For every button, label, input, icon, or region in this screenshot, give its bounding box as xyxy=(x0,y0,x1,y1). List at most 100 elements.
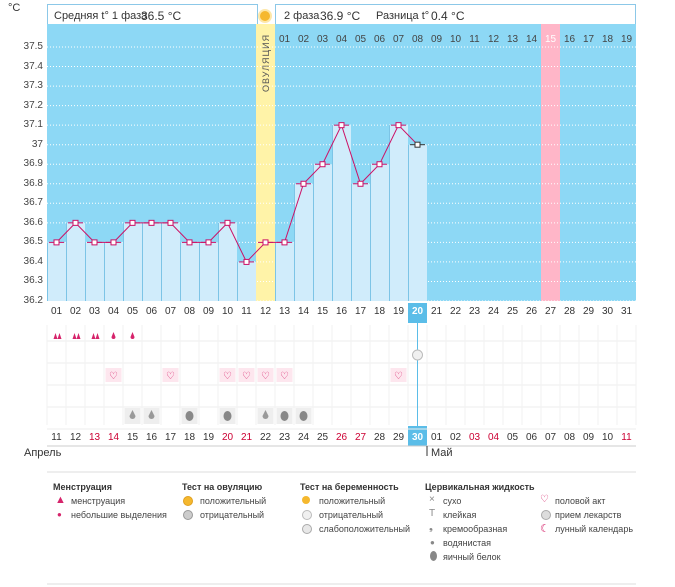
data-point xyxy=(395,122,402,129)
intercourse-bg xyxy=(390,368,407,382)
cycle-day-label[interactable]: 16 xyxy=(335,306,348,317)
temperature-bar xyxy=(370,164,389,301)
spotting-drop-icon xyxy=(111,332,116,339)
calendar-date-label[interactable]: 29 xyxy=(392,432,405,443)
calendar-date-label[interactable]: 23 xyxy=(278,432,291,443)
cycle-day-label[interactable]: 29 xyxy=(582,306,595,317)
cycle-day-label[interactable]: 20 xyxy=(411,306,424,317)
calendar-date-label[interactable]: 28 xyxy=(373,432,386,443)
calendar-date-label[interactable]: 11 xyxy=(51,432,62,443)
calendar-date-label[interactable]: 08 xyxy=(563,432,576,443)
cycle-day-label[interactable]: 04 xyxy=(107,306,120,317)
phase2-day-label: 04 xyxy=(335,34,348,45)
cycle-day-label[interactable]: 09 xyxy=(202,306,215,317)
cycle-day-label[interactable]: 19 xyxy=(392,306,405,317)
diff-value: 0.4 °C xyxy=(431,9,465,23)
calendar-date-label[interactable]: 21 xyxy=(240,432,253,443)
cycle-day-label[interactable]: 01 xyxy=(50,306,63,317)
y-tick-label: 36.4 xyxy=(23,255,43,267)
cycle-day-label[interactable]: 05 xyxy=(126,306,139,317)
cycle-day-label[interactable]: 23 xyxy=(468,306,481,317)
cycle-day-label[interactable]: 06 xyxy=(145,306,158,317)
cycle-day-label[interactable]: 02 xyxy=(69,306,82,317)
calendar-date-label[interactable]: 19 xyxy=(202,432,215,443)
data-point xyxy=(72,219,79,226)
cycle-day-label[interactable]: 28 xyxy=(563,306,576,317)
calendar-date-label[interactable]: 24 xyxy=(297,432,310,443)
calendar-date-label[interactable]: 20 xyxy=(221,432,234,443)
cycle-day-label[interactable]: 30 xyxy=(601,306,614,317)
cycle-day-label[interactable]: 15 xyxy=(316,306,329,317)
temperature-bar xyxy=(85,242,104,301)
cycle-day-label[interactable]: 31 xyxy=(620,306,633,317)
phase2-label: 2 фаза xyxy=(284,10,320,22)
calendar-date-label[interactable]: 15 xyxy=(126,432,139,443)
highlight-column xyxy=(541,24,560,301)
calendar-date-label[interactable]: 22 xyxy=(259,432,272,443)
temperature-bar xyxy=(199,242,218,301)
legend-cervical-title: Цервикальная жидкость xyxy=(425,482,535,492)
legend-cervical-item-3: кремообразная xyxy=(443,524,508,534)
calendar-date-label[interactable]: 18 xyxy=(183,432,196,443)
data-point xyxy=(129,219,136,226)
heart-icon: ♡ xyxy=(242,371,251,382)
calendar-date-label[interactable]: 17 xyxy=(164,432,177,443)
calendar-date-label[interactable]: 30 xyxy=(411,432,424,443)
calendar-date-label[interactable]: 06 xyxy=(525,432,538,443)
month-may: Май xyxy=(431,447,453,459)
cycle-day-label[interactable]: 18 xyxy=(373,306,386,317)
cycle-day-label[interactable]: 03 xyxy=(88,306,101,317)
cycle-day-label[interactable]: 26 xyxy=(525,306,538,317)
cycle-day-label[interactable]: 14 xyxy=(297,306,310,317)
phase2-day-label: 14 xyxy=(525,34,538,45)
calendar-date-label[interactable]: 05 xyxy=(506,432,519,443)
calendar-date-label[interactable]: 09 xyxy=(582,432,595,443)
calendar-date-label[interactable]: 10 xyxy=(601,432,614,443)
temperature-line xyxy=(56,123,418,263)
y-tick-label: 37.1 xyxy=(23,119,43,131)
calendar-date-label[interactable]: 02 xyxy=(449,432,462,443)
cycle-day-label[interactable]: 12 xyxy=(259,306,272,317)
cycle-day-label[interactable]: 22 xyxy=(449,306,462,317)
calendar-date-label[interactable]: 04 xyxy=(487,432,500,443)
unit-label: °C xyxy=(8,2,21,14)
calendar-date-label[interactable]: 14 xyxy=(107,432,120,443)
calendar-date-label[interactable]: 13 xyxy=(88,432,101,443)
cycle-day-label[interactable]: 08 xyxy=(183,306,196,317)
watery-icon xyxy=(148,410,155,419)
pill-icon xyxy=(541,510,551,520)
calendar-date-label[interactable]: 11 xyxy=(621,432,632,443)
y-tick-label: 37 xyxy=(31,138,43,150)
legend-pregnancy-item-3: слабоположительный xyxy=(319,524,411,534)
calendar-date-label[interactable]: 01 xyxy=(430,432,443,443)
heart-icon: ♡ xyxy=(166,371,175,382)
phase2-day-label: 09 xyxy=(430,34,443,45)
calendar-date-label[interactable]: 26 xyxy=(335,432,348,443)
cycle-day-label[interactable]: 13 xyxy=(278,306,291,317)
calendar-date-label[interactable]: 03 xyxy=(468,432,481,443)
cycle-day-label[interactable]: 27 xyxy=(544,306,557,317)
legend-cervical-item-5: яичный белок xyxy=(443,552,501,562)
cycle-day-label[interactable]: 07 xyxy=(164,306,177,317)
calendar-date-label[interactable]: 27 xyxy=(354,432,367,443)
heart-icon: ♡ xyxy=(261,371,270,382)
phase2-day-label: 13 xyxy=(506,34,519,45)
cycle-day-label[interactable]: 11 xyxy=(241,306,252,317)
calendar-date-label[interactable]: 12 xyxy=(69,432,82,443)
current-day-marker xyxy=(408,303,427,323)
calendar-date-label[interactable]: 16 xyxy=(145,432,158,443)
cycle-day-label[interactable]: 24 xyxy=(487,306,500,317)
eggwhite-icon xyxy=(299,411,308,421)
calendar-date-label[interactable]: 07 xyxy=(544,432,557,443)
cycle-day-label[interactable]: 25 xyxy=(506,306,519,317)
cycle-day-label[interactable]: 17 xyxy=(354,306,367,317)
dry-icon: × xyxy=(429,494,435,505)
calendar-date-label[interactable]: 25 xyxy=(316,432,329,443)
pregnancy-weak-icon xyxy=(302,524,312,534)
cycle-day-label[interactable]: 10 xyxy=(221,306,234,317)
cycle-day-label[interactable]: 21 xyxy=(430,306,443,317)
phase2-day-label: 06 xyxy=(373,34,386,45)
eggwhite-icon xyxy=(430,551,437,561)
phase1-label: Средняя t° 1 фаза xyxy=(54,10,148,22)
